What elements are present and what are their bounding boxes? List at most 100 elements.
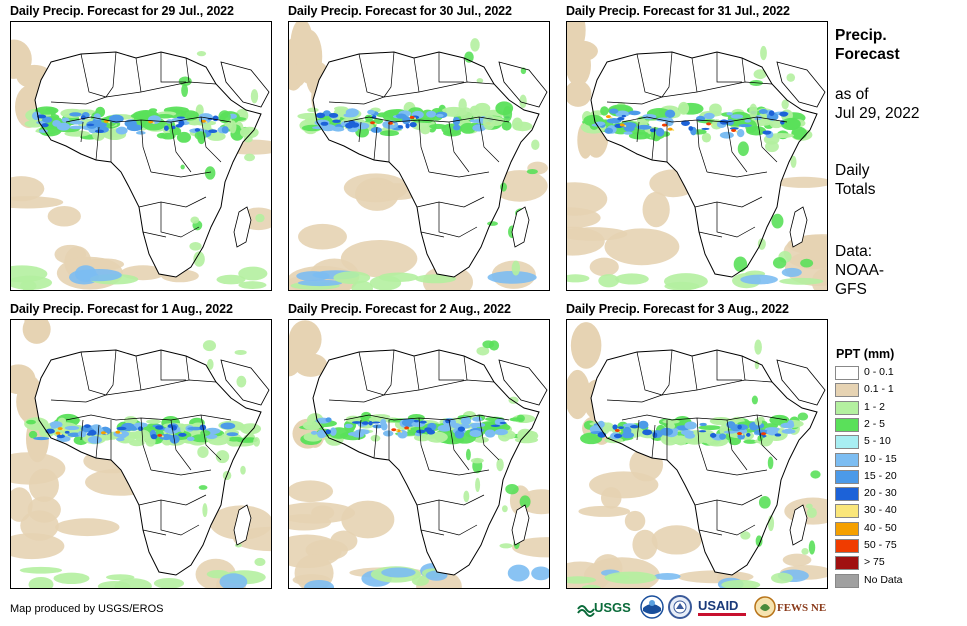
forecast-map <box>10 21 272 291</box>
africa-coastline <box>312 51 540 278</box>
credit-text: Map produced by USGS/EROS <box>10 603 164 615</box>
legend-swatch <box>835 383 859 398</box>
ocean-drizzle-layer <box>289 22 548 290</box>
legend-swatch <box>835 435 859 450</box>
panel-title: Daily Precip. Forecast for 29 Jul., 2022 <box>10 4 234 18</box>
panel-title: Daily Precip. Forecast for 2 Aug., 2022 <box>288 302 511 316</box>
panel-title: Daily Precip. Forecast for 31 Jul., 2022 <box>566 4 790 18</box>
arabian-peninsula <box>220 359 270 406</box>
africa-map-graphic <box>567 322 827 588</box>
usaid-logo: USAID <box>696 594 752 620</box>
africa-land <box>313 52 539 277</box>
forecast-map <box>10 319 272 589</box>
arabian-peninsula <box>776 61 826 108</box>
africa-land <box>591 350 817 575</box>
rain-band-layer <box>24 340 266 567</box>
legend-label: 15 - 20 <box>864 469 897 482</box>
madagascar <box>511 206 530 248</box>
legend-swatch <box>835 452 859 467</box>
country-borders <box>328 51 510 238</box>
ocean-drizzle-layer <box>11 320 271 588</box>
side-title-line1: Precip. <box>835 27 887 44</box>
legend-label: No Data <box>864 573 903 586</box>
arabian-peninsula <box>498 61 548 108</box>
africa-coastline <box>34 51 262 278</box>
forecast-map <box>288 319 550 589</box>
madagascar <box>233 504 252 546</box>
totals-label: Daily Totals <box>835 161 876 199</box>
legend-label: 5 - 10 <box>864 435 891 448</box>
panel-title: Daily Precip. Forecast for 30 Jul., 2022 <box>288 4 512 18</box>
legend-swatch <box>835 504 859 519</box>
africa-map-graphic <box>289 320 549 588</box>
rain-band-layer <box>297 38 540 276</box>
country-borders <box>328 349 510 536</box>
legend-label: 10 - 15 <box>864 452 897 465</box>
ocean-drizzle-layer <box>11 39 271 290</box>
africa-land <box>313 350 539 575</box>
africa-coastline <box>590 51 818 278</box>
legend-label: > 75 <box>864 556 885 569</box>
arabian-peninsula <box>776 359 826 406</box>
country-borders <box>606 51 788 238</box>
africa-land <box>35 52 261 277</box>
legend-label: 30 - 40 <box>864 504 897 517</box>
usgs-logo: USGS <box>576 594 634 620</box>
arabian-peninsula <box>498 359 548 406</box>
panel-title: Daily Precip. Forecast for 1 Aug., 2022 <box>10 302 233 316</box>
legend-label: 50 - 75 <box>864 539 897 551</box>
as-of-line1: as of <box>835 86 869 103</box>
legend-swatch <box>835 521 859 536</box>
doi-seal-logo <box>668 594 692 620</box>
country-borders <box>606 349 788 536</box>
forecast-map <box>288 21 550 291</box>
arabian-peninsula <box>220 61 270 108</box>
legend-title: PPT (mm) <box>836 347 895 361</box>
data-line3: GFS <box>835 281 867 298</box>
africa-coastline <box>34 349 262 576</box>
fews-net-logo-text: FEWS NET <box>777 602 826 614</box>
as-of-line2: Jul 29, 2022 <box>835 105 920 122</box>
panel-title: Daily Precip. Forecast for 3 Aug., 2022 <box>566 302 789 316</box>
africa-land <box>35 350 261 575</box>
legend-swatch <box>835 573 859 588</box>
data-line2: NOAA- <box>835 262 885 279</box>
side-title-line2: Forecast <box>835 46 900 63</box>
legend-label: 1 - 2 <box>864 400 886 413</box>
fews-net-logo: FEWS NET <box>754 594 826 620</box>
madagascar <box>789 504 808 546</box>
data-line1: Data: <box>835 243 873 260</box>
data-source: Data: NOAA- GFS <box>835 242 884 299</box>
usaid-logo-text: USAID <box>698 598 738 613</box>
as-of-date: as of Jul 29, 2022 <box>835 85 919 123</box>
side-title: Precip. Forecast <box>835 26 900 64</box>
africa-map-graphic <box>11 320 271 588</box>
legend-label: 20 - 30 <box>864 487 897 500</box>
totals-line2: Totals <box>835 181 876 198</box>
legend-label: 0 - 0.1 <box>864 366 894 378</box>
forecast-map <box>566 319 828 589</box>
forecast-map <box>566 21 828 291</box>
africa-map-graphic <box>289 22 548 290</box>
africa-coastline <box>312 349 540 576</box>
ocean-drizzle-layer <box>567 22 827 290</box>
africa-map-graphic <box>567 22 827 290</box>
legend-swatch <box>835 417 859 432</box>
legend-swatch <box>835 556 859 571</box>
country-borders <box>50 51 232 238</box>
madagascar <box>233 206 252 248</box>
legend-label: 0.1 - 1 <box>864 383 894 396</box>
country-borders <box>50 349 232 536</box>
rain-band-layer <box>299 340 539 550</box>
madagascar <box>511 504 530 546</box>
legend-swatch <box>835 487 859 502</box>
madagascar <box>789 206 808 248</box>
legend-label: 40 - 50 <box>864 521 897 534</box>
legend-swatch <box>835 366 859 380</box>
ocean-drizzle-layer <box>567 322 827 588</box>
legend-swatch <box>835 469 859 484</box>
legend-swatch <box>835 400 859 415</box>
noaa-logo <box>640 594 664 620</box>
africa-coastline <box>590 349 818 576</box>
rain-band-layer <box>580 45 814 273</box>
